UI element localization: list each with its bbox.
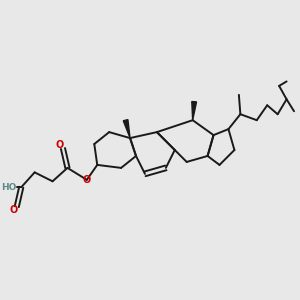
Text: O: O <box>9 205 17 215</box>
Text: HO: HO <box>1 183 16 192</box>
Text: O: O <box>83 175 91 185</box>
Polygon shape <box>192 101 197 120</box>
Polygon shape <box>123 120 130 138</box>
Text: O: O <box>55 140 64 150</box>
